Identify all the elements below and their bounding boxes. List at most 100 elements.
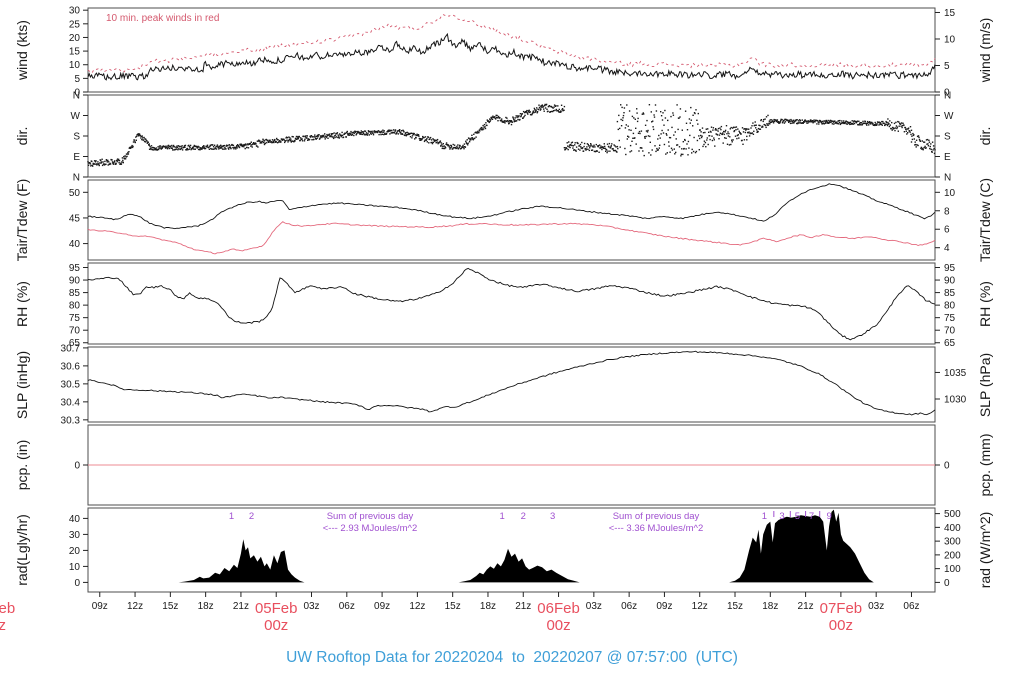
x-tick-label: 18z — [198, 601, 214, 612]
direction-dot — [382, 129, 384, 131]
direction-dot — [201, 148, 203, 150]
direction-dot — [835, 122, 837, 124]
direction-dot — [914, 144, 916, 146]
direction-dot — [490, 117, 493, 120]
direction-dot — [671, 126, 673, 129]
direction-dot — [634, 137, 636, 139]
direction-dot — [265, 138, 267, 141]
direction-dot — [622, 114, 625, 117]
direction-dot — [246, 146, 248, 149]
direction-dot — [198, 146, 200, 148]
rad-sum-day1-line2: <--- 2.93 MJoules/m^2 — [323, 523, 417, 534]
direction-dot — [114, 163, 116, 165]
direction-dot — [223, 144, 226, 147]
direction-dot — [792, 121, 794, 123]
direction-dot — [760, 119, 762, 122]
direction-dot — [928, 141, 931, 143]
direction-dot — [648, 104, 651, 106]
direction-dot — [811, 121, 813, 123]
direction-dot — [563, 105, 566, 108]
direction-dot — [676, 144, 679, 146]
direction-dot — [926, 143, 928, 145]
x-date-label: 05Feb — [255, 600, 298, 617]
direction-dot — [159, 146, 161, 149]
direction-dot — [895, 125, 898, 127]
direction-dot — [532, 111, 534, 113]
direction-dot — [686, 143, 688, 145]
y-tick-label: 4 — [944, 243, 950, 254]
direction-dot — [514, 117, 516, 119]
direction-dot — [289, 137, 291, 139]
direction-dot — [725, 125, 728, 127]
direction-dot — [232, 146, 234, 149]
direction-dot — [779, 121, 781, 123]
direction-dot — [590, 144, 592, 146]
direction-dot — [740, 133, 742, 135]
direction-dot — [597, 145, 600, 147]
direction-dot — [148, 144, 150, 146]
direction-dot — [496, 117, 499, 119]
direction-dot — [695, 109, 697, 111]
direction-dot — [646, 131, 649, 133]
direction-dot — [539, 109, 542, 111]
direction-dot — [106, 159, 108, 162]
direction-dot — [269, 139, 271, 141]
direction-dot — [379, 131, 382, 134]
direction-dot — [228, 144, 230, 146]
direction-dot — [790, 120, 793, 122]
direction-dot — [517, 116, 520, 118]
direction-dot — [340, 134, 343, 137]
uv-index-mark: 2 — [521, 511, 526, 522]
direction-dot — [391, 129, 393, 132]
direction-dot — [651, 149, 653, 151]
direction-dot — [407, 132, 410, 134]
direction-dot — [839, 123, 842, 126]
direction-dot — [582, 150, 585, 152]
direction-dot — [805, 120, 808, 122]
direction-dot — [509, 120, 512, 122]
direction-dot — [643, 154, 645, 157]
direction-dot — [669, 151, 671, 153]
direction-dot — [919, 140, 922, 142]
direction-dot — [896, 126, 899, 128]
direction-dot — [414, 138, 416, 140]
direction-dot — [693, 136, 695, 139]
direction-dot — [614, 149, 617, 152]
direction-dot — [475, 131, 478, 133]
direction-dot — [824, 120, 826, 122]
direction-dot — [551, 110, 553, 113]
direction-dot — [851, 122, 853, 125]
direction-dot — [351, 134, 354, 136]
direction-dot — [130, 147, 132, 149]
direction-dot — [754, 124, 756, 127]
direction-dot — [838, 121, 841, 124]
direction-dot — [276, 137, 278, 140]
direction-dot — [763, 118, 765, 121]
direction-dot — [124, 158, 127, 160]
direction-dot — [534, 111, 536, 113]
direction-dot — [400, 133, 402, 135]
direction-dot — [119, 163, 122, 165]
direction-dot — [661, 119, 664, 121]
direction-dot — [549, 111, 551, 113]
uv-index-mark: 9 — [826, 511, 831, 522]
direction-dot — [556, 110, 559, 112]
direction-dot — [209, 145, 211, 148]
direction-dot — [857, 123, 859, 126]
direction-dot — [706, 137, 708, 139]
direction-dot — [794, 120, 796, 123]
direction-dot — [273, 139, 275, 141]
direction-dot — [643, 113, 645, 115]
direction-dot — [161, 147, 163, 149]
direction-dot — [824, 122, 827, 124]
direction-dot — [928, 139, 930, 141]
direction-dot — [510, 123, 513, 126]
direction-dot — [502, 120, 504, 122]
direction-dot — [206, 145, 208, 147]
direction-dot — [287, 139, 290, 142]
direction-dot — [243, 146, 245, 148]
direction-dot — [241, 144, 243, 147]
direction-dot — [349, 132, 351, 134]
direction-dot — [608, 146, 610, 148]
direction-dot — [862, 120, 864, 123]
